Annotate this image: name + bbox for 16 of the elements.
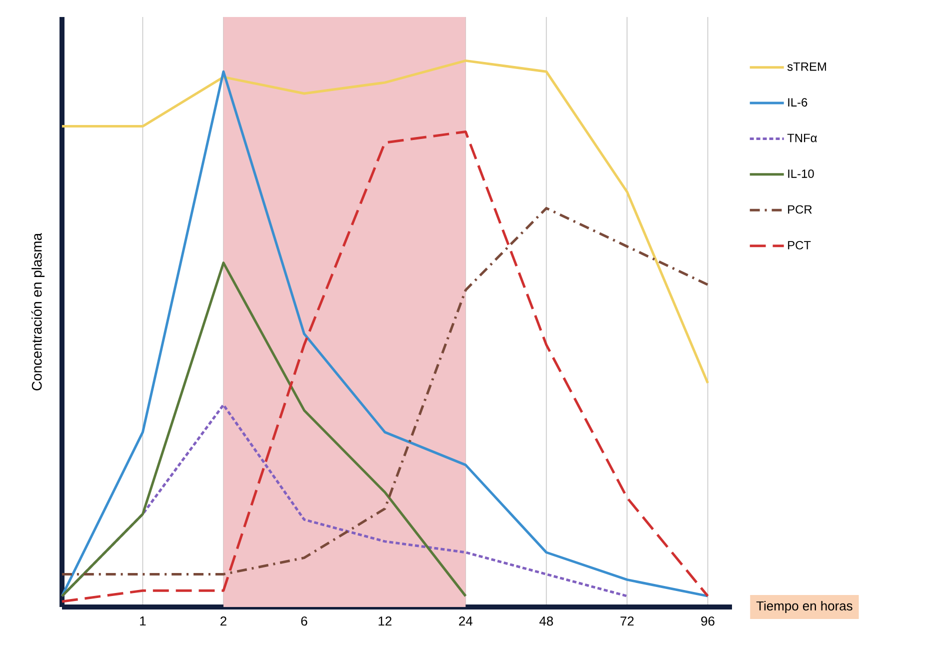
x-tick-label: 12 [378,616,392,626]
y-axis-title: Concentración en plasma [31,232,45,390]
x-tick-label: 24 [459,616,472,626]
x-tick-label: 6 [301,616,308,626]
legend-label: sTREM [787,62,826,71]
x-tick-label: 48 [539,616,553,626]
legend-label: IL-10 [788,169,814,178]
x-tick-label: 96 [701,616,714,626]
legend-label: TNFα [787,134,817,142]
legend-label: IL-6 [788,98,808,107]
legend-label: PCR [788,205,812,214]
x-tick-label: 2 [220,616,226,626]
x-tick-label: 1 [140,616,146,626]
x-axis-title: Tiempo en horas [756,600,852,614]
x-tick-label: 72 [620,616,634,626]
legend-label: PCT [788,240,811,250]
